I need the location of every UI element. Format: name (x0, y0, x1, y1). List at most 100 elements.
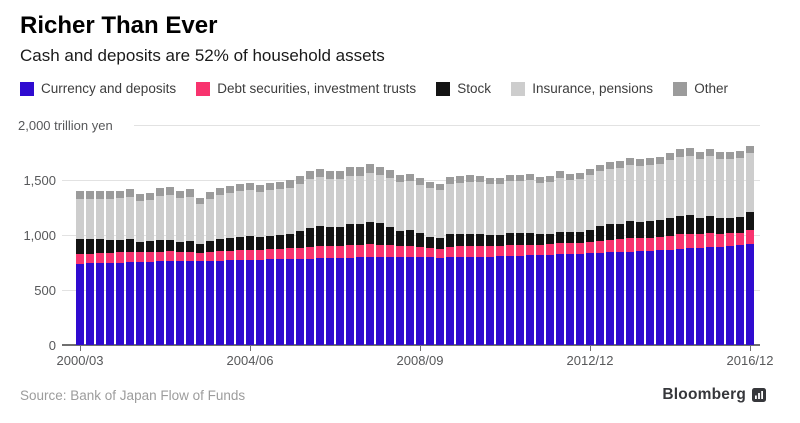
bar-segment (386, 178, 394, 228)
bar-segment (446, 234, 454, 247)
bar-segment (466, 175, 474, 183)
bar-segment (236, 236, 244, 251)
bar-segment (96, 263, 104, 345)
bar-segment (706, 149, 714, 157)
x-axis-tick (590, 346, 591, 351)
bar-segment (176, 251, 184, 262)
bar-segment (576, 231, 584, 244)
bar-segment (116, 190, 124, 199)
bar-segment (86, 191, 94, 199)
bar-segment (246, 249, 254, 260)
bar-segment (496, 246, 504, 257)
bar-segment (286, 187, 294, 234)
bar-segment (496, 184, 504, 236)
x-tick-label: 2008/09 (396, 353, 444, 368)
bar-segment (646, 250, 654, 345)
bar-2003/03 (196, 198, 204, 345)
bar-segment (356, 167, 364, 176)
bar-segment (276, 182, 284, 190)
bar-segment (646, 237, 654, 251)
bar-2002/03 (156, 188, 164, 345)
bar-segment (686, 233, 694, 249)
bloomberg-logo: Bloomberg (662, 386, 766, 404)
bar-segment (406, 181, 414, 231)
bar-segment (446, 246, 454, 257)
legend-swatch-icon (196, 81, 211, 96)
bar-segment (96, 239, 104, 254)
bar-segment (556, 177, 564, 232)
bar-segment (556, 231, 564, 244)
bar-2009/12 (466, 175, 474, 345)
bar-segment (106, 198, 114, 240)
bar-segment (566, 253, 574, 345)
bar-segment (506, 180, 514, 234)
bar-segment (696, 217, 704, 235)
legend-swatch-icon (436, 81, 451, 96)
bar-segment (706, 233, 714, 248)
bar-2007/06 (366, 164, 374, 345)
bar-2000/06 (86, 191, 94, 345)
bar-segment (406, 173, 414, 182)
bar-segment (116, 252, 124, 263)
bar-segment (396, 181, 404, 231)
bar-segment (696, 234, 704, 248)
bar-2007/12 (386, 170, 394, 345)
bar-segment (616, 251, 624, 345)
bar-2013/03 (596, 164, 604, 345)
bar-segment (306, 179, 314, 228)
bar-2002/06 (166, 187, 174, 345)
bar-segment (296, 258, 304, 345)
bar-segment (716, 217, 724, 234)
bar-segment (386, 227, 394, 246)
bar-segment (396, 174, 404, 182)
bar-segment (366, 164, 374, 173)
bar-segment (466, 256, 474, 345)
bar-segment (526, 255, 534, 345)
bar-segment (456, 183, 464, 235)
bar-segment (366, 244, 374, 257)
bar-segment (346, 224, 354, 246)
bar-segment (656, 220, 664, 237)
bar-segment (416, 233, 424, 247)
bar-segment (126, 262, 134, 345)
bar-segment (146, 200, 154, 242)
bar-segment (176, 261, 184, 345)
bar-segment (386, 170, 394, 179)
x-tick-label: 2012/12 (566, 353, 614, 368)
bar-segment (506, 245, 514, 257)
bar-segment (646, 165, 654, 222)
bar-segment (196, 261, 204, 345)
bar-segment (186, 196, 194, 242)
bar-segment (716, 233, 724, 247)
bar-segment (516, 233, 524, 245)
bar-segment (626, 221, 634, 239)
bar-segment (566, 243, 574, 254)
bar-segment (256, 259, 264, 345)
bar-segment (546, 254, 554, 345)
bar-segment (336, 171, 344, 180)
bar-segment (686, 148, 694, 156)
bar-segment (236, 260, 244, 345)
bar-segment (606, 252, 614, 345)
x-axis-tick (80, 346, 81, 351)
bar-2007/09 (376, 166, 384, 345)
bar-2015/09 (696, 152, 704, 345)
gridline-2000 (134, 125, 760, 126)
bar-segment (306, 171, 314, 180)
bloomberg-wordmark: Bloomberg (662, 386, 746, 403)
bar-segment (426, 188, 434, 237)
bar-segment (226, 260, 234, 345)
bar-segment (136, 200, 144, 242)
bar-segment (486, 246, 494, 257)
bar-segment (706, 247, 714, 345)
bar-segment (596, 240, 604, 253)
bar-2014/06 (646, 158, 654, 345)
bar-segment (656, 250, 664, 345)
bar-segment (206, 241, 214, 252)
bar-segment (456, 246, 464, 257)
bar-segment (546, 233, 554, 245)
bar-segment (676, 149, 684, 157)
bar-segment (326, 170, 334, 179)
bar-segment (386, 256, 394, 345)
bar-segment (136, 261, 144, 345)
